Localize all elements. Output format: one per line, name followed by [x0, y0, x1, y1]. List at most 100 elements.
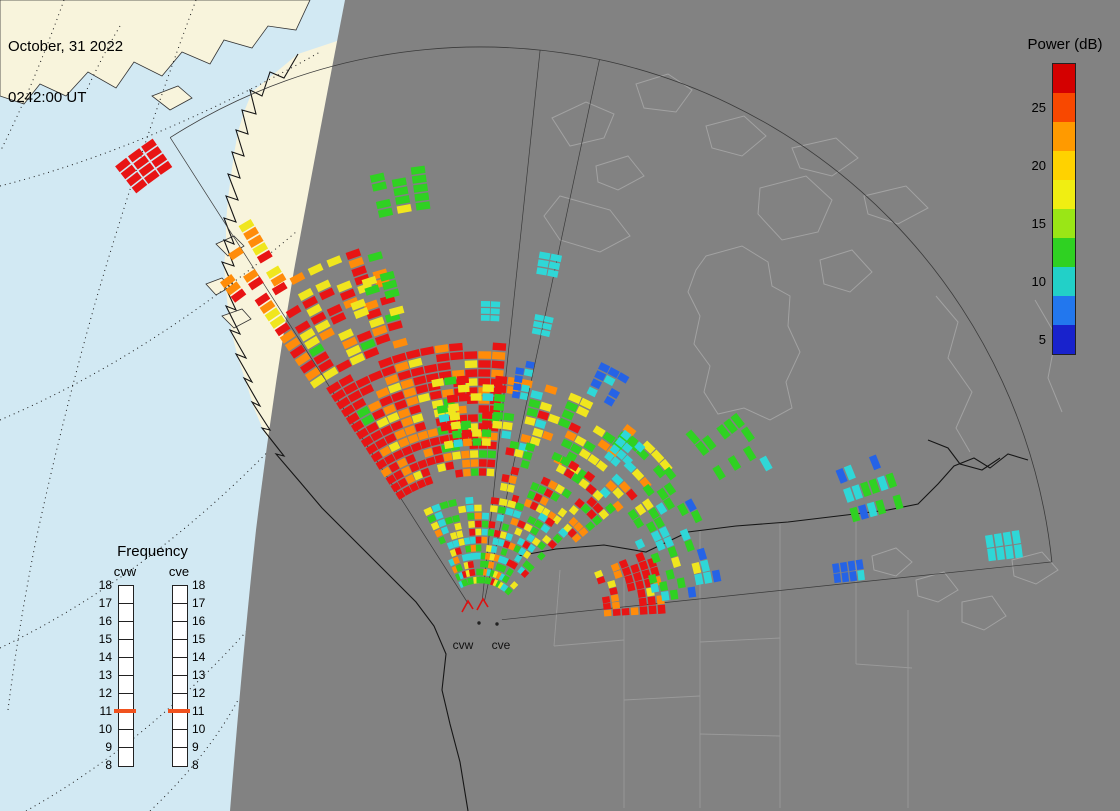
echo-cell — [716, 424, 731, 440]
echo-cell — [492, 420, 503, 429]
echo-cell — [568, 392, 582, 404]
echo-cell — [475, 528, 482, 536]
echo-cell — [547, 269, 559, 278]
echo-cell — [564, 430, 577, 442]
echo-cell — [308, 343, 325, 358]
echo-cell — [712, 464, 726, 481]
echo-cell — [388, 461, 400, 473]
echo-cell — [461, 429, 472, 438]
echo-cell — [638, 560, 649, 571]
echo-cell — [544, 517, 556, 528]
echo-cell — [434, 528, 443, 538]
echo-cell — [375, 387, 390, 399]
echo-cell — [387, 320, 403, 332]
echo-cell — [471, 552, 478, 560]
frequency-tick-label: 16 — [98, 614, 112, 628]
echo-cell — [437, 536, 447, 545]
echo-cell — [742, 445, 757, 462]
echo-cell — [860, 481, 872, 498]
echo-cell — [411, 413, 424, 424]
echo-cell — [414, 421, 427, 432]
echo-cell — [326, 303, 343, 317]
echo-cell — [858, 504, 869, 520]
echo-cell — [427, 514, 437, 524]
echo-cell — [368, 316, 385, 329]
echo-cell — [642, 498, 654, 511]
echo-cell — [603, 609, 612, 617]
echo-cell — [472, 429, 482, 437]
baffin-island-outline — [757, 175, 833, 241]
echo-cell — [618, 480, 631, 493]
great-lake-outline — [915, 571, 959, 603]
st-lawrence-line — [927, 439, 1001, 471]
echo-cell — [499, 583, 509, 592]
echo-cell — [658, 526, 670, 539]
echo-cell — [841, 572, 850, 583]
echo-cell — [355, 427, 369, 440]
frequency-tick-label: 10 — [192, 722, 206, 736]
echo-cell — [365, 421, 379, 434]
echo-cell — [406, 395, 419, 407]
arctic-island — [791, 137, 859, 177]
echo-cell — [656, 487, 669, 501]
echo-cell — [403, 387, 417, 398]
echo-cell — [510, 517, 519, 527]
echo-cell — [514, 502, 525, 511]
echo-cell — [485, 544, 493, 553]
frequency-scale-segment — [173, 676, 187, 694]
echo-cell — [508, 475, 518, 485]
echo-cell — [484, 552, 492, 561]
echo-cell — [543, 315, 554, 324]
echo-cell — [632, 571, 643, 582]
echo-cell — [458, 505, 467, 514]
echo-cell — [575, 405, 590, 418]
echo-cell — [622, 423, 637, 437]
echo-cell — [448, 499, 458, 508]
echo-cell — [648, 605, 657, 615]
echo-cell — [449, 342, 463, 352]
echo-cell — [493, 393, 506, 403]
echo-cell — [467, 561, 475, 569]
echo-cell — [279, 329, 296, 344]
echo-cell — [634, 538, 646, 550]
echo-cell — [501, 574, 510, 584]
echo-cell — [309, 374, 326, 389]
echo-cell — [539, 401, 553, 412]
echo-cell — [684, 539, 695, 552]
radar-site-markers: cvw cve — [453, 597, 511, 652]
echo-cell — [702, 571, 713, 584]
echo-cell — [238, 218, 255, 233]
echo-cell — [336, 280, 353, 293]
echo-cell — [383, 403, 397, 415]
echo-cell — [586, 496, 598, 508]
echo-cell — [478, 450, 488, 458]
echo-cell — [352, 398, 367, 411]
echo-cell — [131, 178, 148, 194]
echo-cell — [254, 292, 271, 307]
frequency-scale-segment — [173, 622, 187, 640]
frequency-scale-segment — [119, 604, 133, 622]
echo-cell — [541, 534, 552, 545]
echo-cell — [269, 314, 286, 329]
colorbar-tick-label: 5 — [1038, 331, 1046, 347]
echo-cell — [375, 198, 392, 210]
echo-cell — [866, 501, 878, 518]
echo-cell — [410, 442, 422, 453]
echo-cell — [429, 436, 441, 447]
echo-cell — [354, 273, 370, 286]
frequency-tick-label: 8 — [105, 758, 112, 772]
colorbar-tick-label: 15 — [1031, 215, 1046, 231]
echo-cell — [366, 308, 382, 320]
frequency-tick-label: 11 — [192, 704, 205, 718]
echo-cell — [691, 561, 702, 575]
echo-cell — [490, 308, 500, 315]
echo-cell — [348, 256, 365, 269]
echo-cell — [512, 383, 522, 391]
echo-cell — [434, 454, 445, 464]
echo-cell — [984, 534, 995, 549]
echo-cell — [648, 573, 658, 584]
echo-cell — [835, 468, 848, 484]
echo-cell — [285, 304, 302, 319]
ungava-outline — [819, 249, 873, 293]
echo-cell — [368, 370, 384, 383]
